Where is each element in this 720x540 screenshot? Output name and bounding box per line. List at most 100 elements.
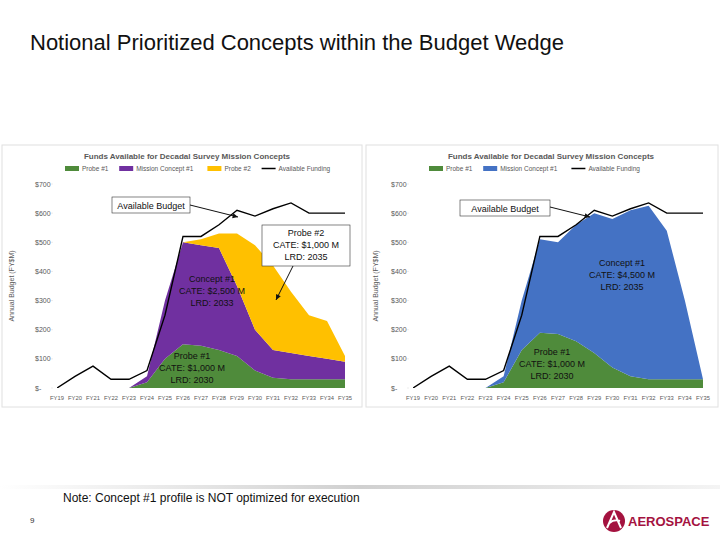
- chart-background: [366, 145, 718, 407]
- x-tick-label: FY29: [587, 395, 601, 401]
- annotation-text: Probe #1: [534, 347, 571, 357]
- x-tick-label: FY19: [50, 395, 64, 401]
- slide: Notional Prioritized Concepts within the…: [0, 0, 720, 540]
- y-tick-label: $400: [35, 268, 51, 275]
- line: [413, 203, 703, 388]
- y-tick-label: $200: [35, 326, 51, 333]
- x-tick-label: FY33: [660, 395, 674, 401]
- y-tick: [407, 184, 409, 185]
- y-axis-label: Annual Budget (FY$M): [372, 250, 380, 321]
- logo-mark: [607, 512, 621, 528]
- x-tick-label: FY28: [569, 395, 583, 401]
- x-tick-label: FY24: [140, 395, 155, 401]
- y-tick-label: $700: [35, 181, 51, 188]
- plot-area: [57, 203, 345, 388]
- legend-swatch: [207, 166, 221, 171]
- legend-swatch: [119, 166, 133, 171]
- x-tick-label: FY28: [212, 395, 226, 401]
- annotation: Available Budget: [112, 197, 238, 218]
- x-tick-label: FY34: [320, 395, 335, 401]
- y-tick: [51, 300, 53, 301]
- x-tick-label: FY21: [442, 395, 456, 401]
- x-tick-label: FY20: [68, 395, 82, 401]
- page-number: 9: [30, 516, 35, 525]
- annotation-text: Probe #2: [288, 228, 325, 238]
- x-tick-label: FY35: [338, 395, 352, 401]
- y-tick-label: $300: [35, 297, 51, 304]
- x-tick-label: FY33: [302, 395, 316, 401]
- note: Note: Concept #1 profile is NOT optimize…: [63, 491, 360, 505]
- y-tick-label: $100: [391, 355, 407, 362]
- y-axis-label: Annual Budget (FY$M): [8, 250, 16, 321]
- annotation-text: Available Budget: [117, 201, 185, 211]
- legend-item: Probe #1: [429, 165, 473, 172]
- annotation-arrow: [190, 205, 238, 217]
- line: [57, 203, 345, 388]
- annotation-text: LRD: 2035: [284, 252, 327, 262]
- plot-area: [413, 203, 703, 388]
- x-tick-label: FY21: [86, 395, 100, 401]
- legend-label: Mission Concept #1: [136, 165, 193, 173]
- legend-swatch: [571, 168, 585, 170]
- area: [57, 234, 345, 388]
- legend-label: Probe #1: [446, 165, 473, 172]
- logo-icon: [603, 510, 625, 532]
- annotation: Concept #1CATE: $2,500 MLRD: 2033: [179, 274, 245, 308]
- legend-item: Mission Concept #1: [119, 165, 193, 173]
- y-tick: [407, 300, 409, 301]
- y-tick: [407, 358, 409, 359]
- y-tick: [407, 213, 409, 214]
- legend-swatch: [65, 166, 79, 171]
- y-tick: [51, 213, 53, 214]
- annotation-text: Concept #1: [189, 274, 235, 284]
- annotation-arrowhead: [584, 213, 590, 218]
- y-tick-label: $-: [391, 385, 398, 392]
- annotation-text: Concept #1: [599, 258, 645, 268]
- y-tick: [51, 329, 53, 330]
- y-tick-label: $-: [35, 385, 42, 392]
- annotation-box: [460, 200, 550, 216]
- x-tick-label: FY25: [158, 395, 172, 401]
- legend-item: Mission Concept #1: [483, 165, 557, 173]
- annotation-arrowhead: [276, 294, 281, 300]
- x-tick-label: FY24: [497, 395, 512, 401]
- annotation-text: LRD: 2035: [600, 282, 643, 292]
- y-tick-label: $100: [35, 355, 51, 362]
- y-tick-label: $600: [391, 210, 407, 217]
- chart-background: [2, 145, 362, 407]
- y-tick-label: $500: [391, 239, 407, 246]
- x-tick-label: FY25: [515, 395, 529, 401]
- slide-title: Notional Prioritized Concepts within the…: [30, 30, 564, 55]
- annotation-text: CATE: $4,500 M: [589, 270, 655, 280]
- x-tick-label: FY35: [696, 395, 710, 401]
- annotation-text: LRD: 2030: [170, 375, 213, 385]
- annotation-text: CATE: $1,000 M: [519, 359, 585, 369]
- y-tick: [407, 271, 409, 272]
- annotation-arrowhead: [232, 213, 238, 218]
- annotation-box: [262, 225, 350, 266]
- chart-title: Funds Available for Decadal Survey Missi…: [448, 152, 655, 161]
- y-tick-label: $500: [35, 239, 51, 246]
- annotation-text: LRD: 2030: [530, 371, 573, 381]
- annotation-box: [112, 197, 190, 213]
- y-tick: [51, 242, 53, 243]
- annotation-text: CATE: $1,000 M: [159, 363, 225, 373]
- y-tick: [407, 329, 409, 330]
- legend-label: Probe #1: [82, 165, 109, 172]
- chart: Funds Available for Decadal Survey Missi…: [2, 145, 362, 407]
- legend-item: Probe #2: [207, 165, 251, 172]
- area: [413, 206, 703, 388]
- legend-label: Available Funding: [279, 165, 331, 173]
- legend-item: Available Funding: [262, 165, 331, 173]
- x-tick-label: FY31: [266, 395, 280, 401]
- chart: Funds Available for Decadal Survey Missi…: [366, 145, 718, 407]
- annotation-arrow: [550, 207, 590, 217]
- x-tick-label: FY19: [406, 395, 420, 401]
- y-tick-label: $600: [35, 210, 51, 217]
- annotation-text: CATE: $1,000 M: [273, 240, 339, 250]
- annotation: Probe #1 CATE: $1,000 M LRD: 2030: [519, 347, 585, 381]
- annotation-text: Probe #1: [174, 351, 211, 361]
- legend-item: Probe #1: [65, 165, 109, 172]
- x-tick-label: FY32: [284, 395, 298, 401]
- y-tick: [51, 184, 53, 185]
